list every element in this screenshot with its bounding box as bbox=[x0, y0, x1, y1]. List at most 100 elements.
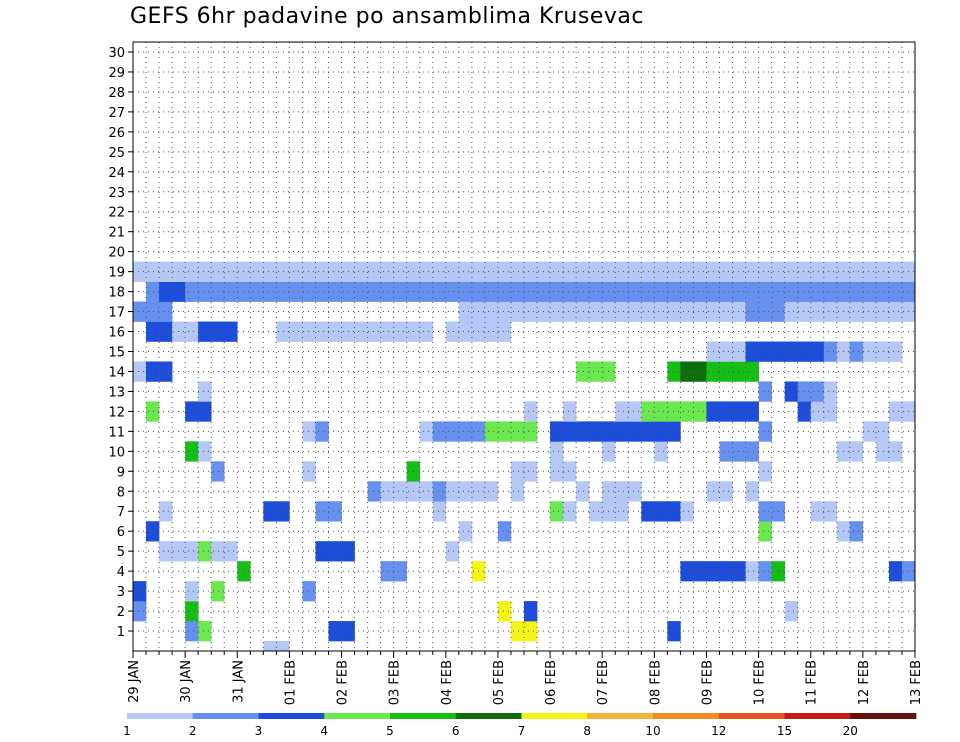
heatmap-cell bbox=[524, 281, 538, 302]
heatmap-cell bbox=[263, 641, 277, 651]
heatmap-cell bbox=[315, 421, 329, 442]
heatmap-cell bbox=[563, 261, 577, 282]
heatmap-cell bbox=[823, 501, 838, 522]
heatmap-cell bbox=[497, 281, 512, 302]
heatmap-cell bbox=[445, 321, 460, 342]
heatmap-cell bbox=[615, 281, 629, 302]
heatmap-cell bbox=[185, 401, 199, 422]
heatmap-cell bbox=[419, 421, 434, 442]
heatmap-cell bbox=[810, 261, 825, 282]
heatmap-cell bbox=[458, 301, 473, 322]
x-tick-label: 10 FEB bbox=[753, 660, 768, 705]
heatmap-cell bbox=[667, 361, 681, 382]
heatmap-cell bbox=[550, 461, 564, 482]
heatmap-cell bbox=[328, 621, 342, 642]
heatmap-cell bbox=[589, 501, 603, 522]
heatmap-cell bbox=[458, 481, 473, 502]
heatmap-cell bbox=[563, 421, 577, 442]
y-tick-label: 21 bbox=[108, 226, 125, 241]
heatmap-cell bbox=[745, 441, 759, 462]
heatmap-cell bbox=[680, 281, 694, 302]
y-tick-label: 9 bbox=[117, 465, 125, 480]
x-tick-label: 06 FEB bbox=[544, 660, 559, 705]
heatmap-cell bbox=[615, 301, 629, 322]
legend-label: 10 bbox=[645, 724, 660, 738]
heatmap-cell bbox=[810, 381, 825, 402]
heatmap-cell bbox=[576, 281, 590, 302]
heatmap-cell bbox=[810, 281, 825, 302]
heatmap-cell bbox=[667, 421, 681, 442]
legend-swatch bbox=[850, 713, 917, 719]
heatmap-cell bbox=[315, 541, 329, 562]
heatmap-cell bbox=[615, 261, 629, 282]
heatmap-cell bbox=[159, 361, 173, 382]
y-tick-label: 20 bbox=[108, 246, 125, 261]
heatmap-cell bbox=[432, 421, 447, 442]
heatmap-cell bbox=[732, 301, 746, 322]
heatmap-cell bbox=[875, 341, 890, 362]
heatmap-cell bbox=[628, 401, 642, 422]
heatmap-cell bbox=[758, 561, 772, 582]
heatmap-cell bbox=[784, 341, 798, 362]
legend-swatch bbox=[258, 713, 325, 719]
heatmap-cell bbox=[445, 261, 460, 282]
heatmap-cell bbox=[667, 301, 681, 322]
heatmap-cell bbox=[888, 281, 903, 302]
heatmap-cell bbox=[432, 481, 447, 502]
heatmap-cell bbox=[224, 281, 238, 302]
y-tick-label: 14 bbox=[108, 365, 125, 380]
heatmap-cell bbox=[628, 281, 642, 302]
heatmap-cell bbox=[302, 261, 316, 282]
heatmap-cell bbox=[823, 341, 838, 362]
heatmap-cell bbox=[211, 461, 225, 482]
heatmap-cell bbox=[875, 261, 890, 282]
heatmap-cell bbox=[380, 281, 394, 302]
heatmap-cell bbox=[849, 441, 864, 462]
heatmap-cell bbox=[484, 481, 499, 502]
legend-swatch bbox=[192, 713, 259, 719]
heatmap-cell bbox=[862, 261, 877, 282]
heatmap-cell bbox=[758, 521, 772, 542]
heatmap-cell bbox=[432, 281, 447, 302]
heatmap-cell bbox=[862, 301, 877, 322]
heatmap-cell bbox=[823, 381, 838, 402]
heatmap-cell bbox=[810, 501, 825, 522]
y-tick-label: 28 bbox=[108, 86, 125, 101]
heatmap-cell bbox=[732, 361, 746, 382]
y-tick-label: 16 bbox=[108, 326, 125, 341]
heatmap-cell bbox=[680, 401, 694, 422]
heatmap-cell bbox=[784, 601, 798, 622]
heatmap-cell bbox=[563, 461, 577, 482]
y-tick-label: 24 bbox=[108, 166, 125, 181]
heatmap-cell bbox=[576, 481, 590, 502]
heatmap-cell bbox=[667, 281, 681, 302]
legend-label: 6 bbox=[452, 724, 460, 738]
y-tick-label: 22 bbox=[108, 206, 125, 221]
heatmap-cell bbox=[823, 401, 838, 422]
heatmap-cell bbox=[732, 261, 746, 282]
y-tick-label: 12 bbox=[108, 405, 125, 420]
heatmap-cell bbox=[589, 421, 603, 442]
x-tick-label: 11 FEB bbox=[805, 660, 820, 705]
heatmap-cell bbox=[484, 261, 499, 282]
heatmap-cell bbox=[654, 281, 668, 302]
y-tick-label: 19 bbox=[108, 266, 125, 281]
heatmap-cell bbox=[641, 401, 655, 422]
heatmap-cell bbox=[133, 581, 147, 602]
heatmap-cell bbox=[732, 561, 746, 582]
heatmap-cell bbox=[159, 281, 173, 302]
heatmap-cell bbox=[211, 281, 225, 302]
heatmap-cell bbox=[563, 281, 577, 302]
heatmap-cell bbox=[159, 301, 173, 322]
heatmap-cell bbox=[849, 261, 864, 282]
heatmap-cell bbox=[250, 261, 264, 282]
heatmap-cell bbox=[146, 521, 160, 542]
y-tick-label: 1 bbox=[117, 625, 125, 640]
heatmap-cell bbox=[589, 361, 603, 382]
heatmap-cell bbox=[615, 481, 629, 502]
heatmap-cell bbox=[641, 421, 655, 442]
heatmap-cell bbox=[641, 261, 655, 282]
heatmap-cell bbox=[458, 421, 473, 442]
legend-label: 5 bbox=[386, 724, 394, 738]
x-tick-label: 30 JAN bbox=[179, 660, 194, 703]
